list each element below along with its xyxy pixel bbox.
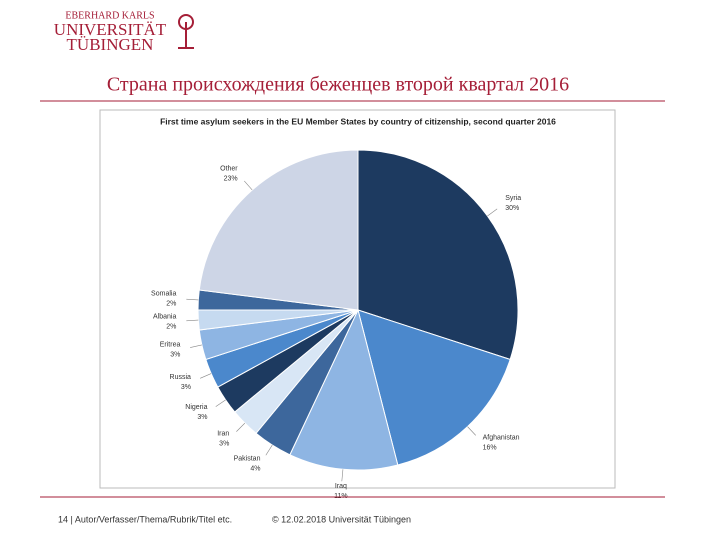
- slice-value-label: 23%: [224, 175, 238, 182]
- slice-label: Iraq: [335, 483, 347, 490]
- leader-line: [190, 344, 202, 348]
- slice-label: Afghanistan: [483, 435, 520, 442]
- slice-value-label: 3%: [181, 384, 191, 391]
- slice-value-label: 2%: [166, 323, 176, 330]
- slice: [357, 309, 511, 466]
- slice-value-label: 4%: [250, 466, 260, 473]
- slice-value-label: 3%: [197, 414, 207, 421]
- leader-line: [186, 298, 199, 301]
- slide-title: Страна происхождения беженцев второй ква…: [107, 74, 569, 96]
- slice-label: Albania: [153, 313, 176, 320]
- slice-value-label: 3%: [219, 441, 229, 448]
- logo-line: TÜBINGEN: [67, 35, 154, 54]
- leader-line: [200, 373, 212, 379]
- slice-label: Pakistan: [234, 456, 261, 463]
- leader-line: [186, 319, 199, 322]
- slice-value-label: 3%: [170, 352, 180, 359]
- leader-line: [487, 208, 498, 217]
- footer-left: 14 | Autor/Verfasser/Thema/Rubrik/Titel …: [58, 514, 232, 524]
- leader-line: [244, 180, 253, 191]
- slice-label: Russia: [170, 374, 192, 381]
- slice-value-label: 2%: [166, 300, 176, 307]
- slice-label: Syria: [505, 195, 521, 202]
- slice: [357, 149, 519, 361]
- slice-label: Iran: [217, 431, 229, 438]
- footer-right: © 12.02.2018 Universität Tübingen: [272, 514, 411, 524]
- leader-line: [236, 422, 246, 432]
- logo-line: EBERHARD KARLS: [65, 10, 154, 21]
- logo-emblem: [178, 14, 194, 49]
- chart-title: First time asylum seekers in the EU Memb…: [160, 116, 556, 126]
- leader-line: [215, 399, 226, 407]
- logo-line: UNIVERSITÄT: [54, 20, 167, 39]
- slice: [289, 308, 399, 471]
- leader-line: [341, 469, 344, 482]
- slice-label: Nigeria: [185, 404, 207, 411]
- leader-line: [467, 426, 476, 436]
- slice-value-label: 30%: [505, 205, 519, 212]
- slice: [198, 149, 359, 311]
- slice-label: Eritrea: [160, 342, 181, 349]
- leader-line: [265, 444, 273, 456]
- slice-label: Other: [220, 165, 238, 172]
- slice-value-label: 16%: [483, 445, 497, 452]
- slice-label: Somalia: [151, 290, 176, 297]
- pie: Syria30%Afghanistan16%Iraq11%Pakistan4%I…: [151, 149, 521, 500]
